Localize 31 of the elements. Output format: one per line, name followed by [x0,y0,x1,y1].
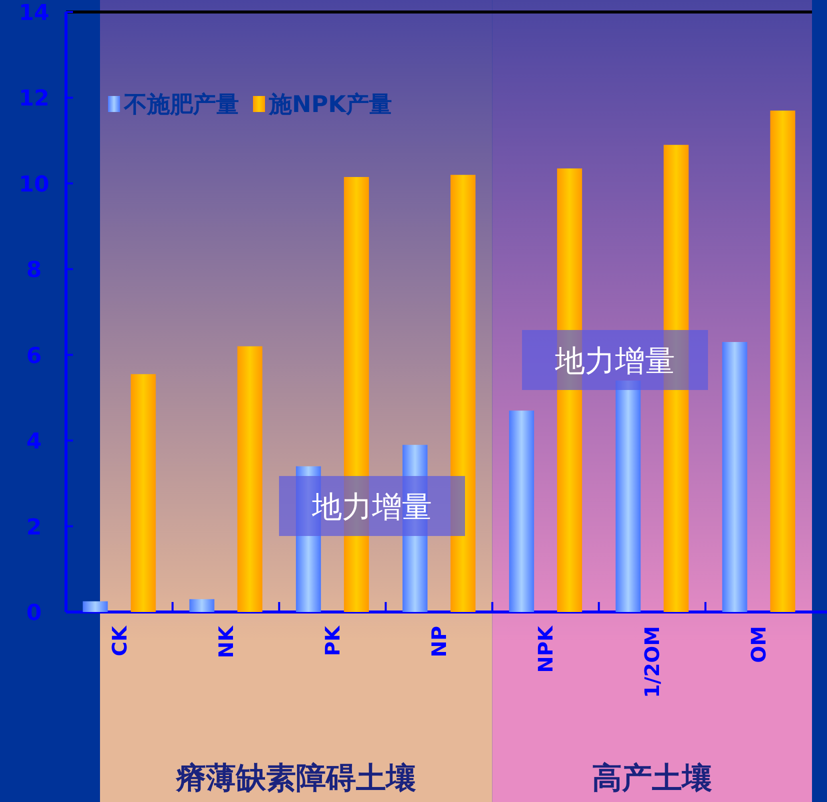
y-tick-label: 2 [26,515,42,540]
bar [722,342,748,612]
legend-label: 不施肥产量 [123,92,239,118]
annotation: 地力增量 [554,344,675,379]
note: 地力增量 [522,330,708,390]
y-tick-label: 4 [26,430,42,455]
x-tick-label: CK [107,624,132,656]
bar [509,410,534,612]
bar [450,174,476,612]
band-label: 高产土壤 [592,761,714,796]
note: 地力增量 [279,476,465,536]
x-tick-label: NK [214,624,238,658]
bar [189,599,214,612]
y-tick-label: 8 [26,258,42,284]
bar [770,110,796,612]
bar [237,346,262,612]
y-tick-label: 14 [18,1,50,26]
bar [82,601,108,612]
y-tick-label: 6 [26,344,42,369]
x-tick-label: PK [320,624,344,656]
legend-label: 施NPK产量 [268,92,392,118]
y-tick-label: 12 [18,86,50,112]
x-tick-label: OM [746,626,771,663]
y-tick-label: 10 [18,172,50,198]
y-tick-label: 0 [26,601,42,626]
annotation: 地力增量 [311,490,432,525]
x-tick-label: NP [427,626,451,658]
x-tick-label: 1/2OM [640,626,664,698]
bar [130,374,156,612]
band-label: 瘠薄缺素障碍土壤 [175,761,418,796]
x-tick-label: NPK [534,624,558,673]
